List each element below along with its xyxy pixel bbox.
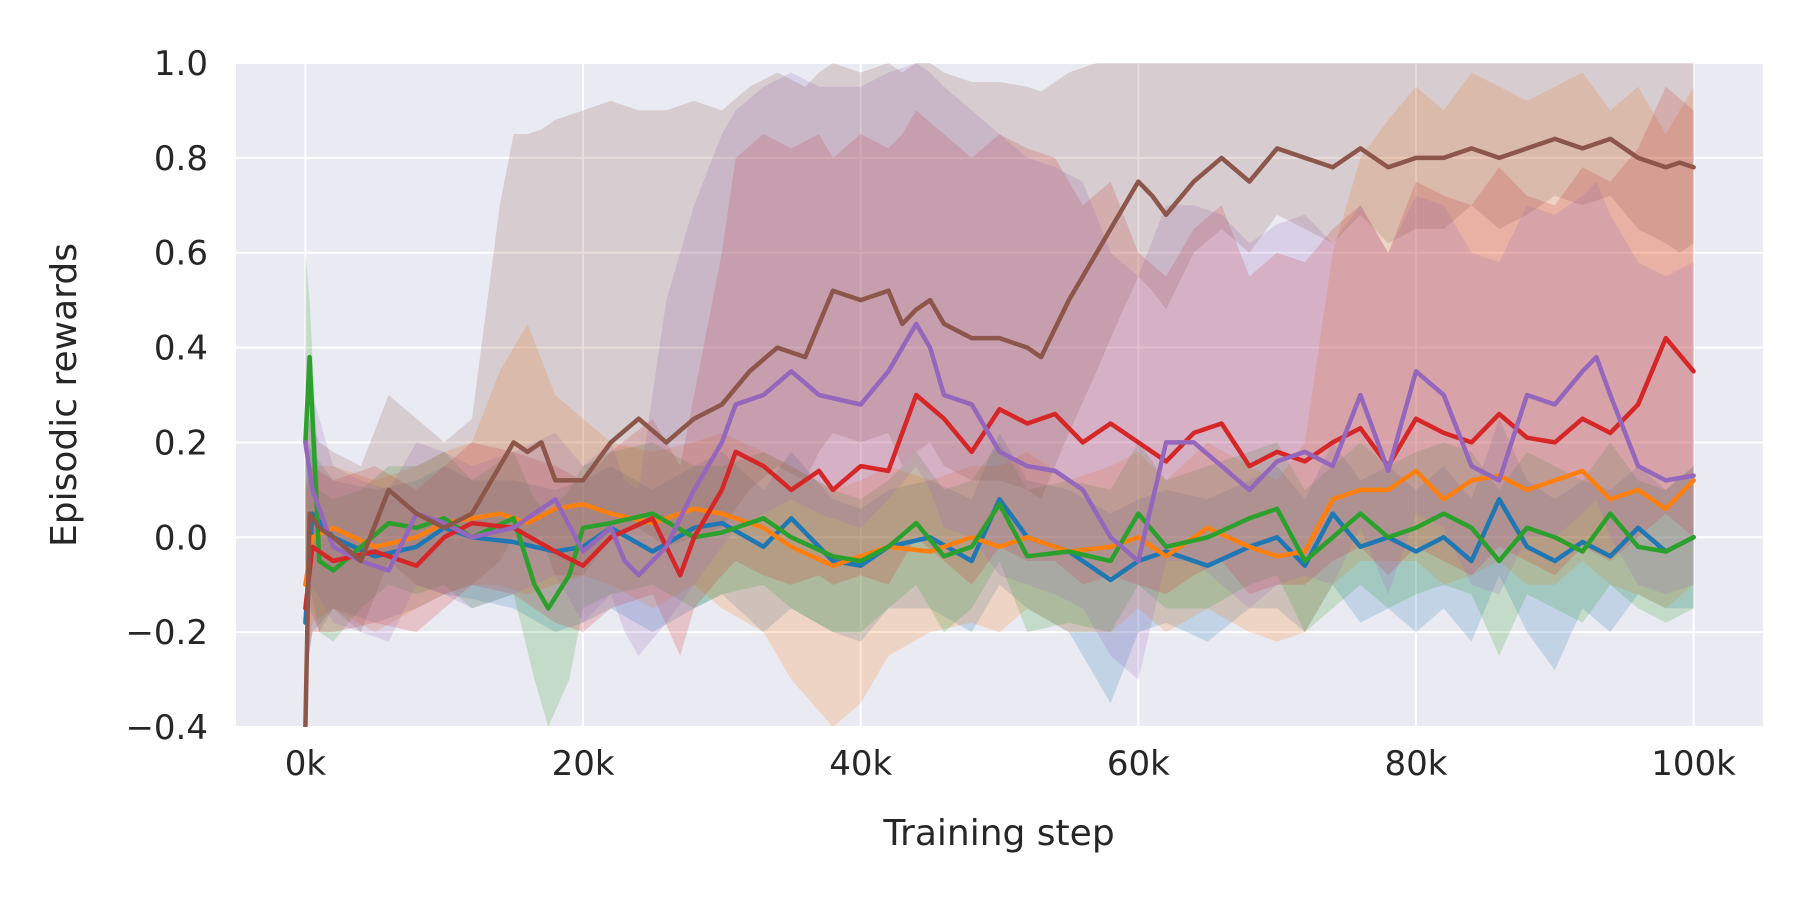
x-tick-label: 60k — [1107, 744, 1170, 784]
y-tick-label: 0.2 — [154, 423, 208, 463]
y-tick-label: −0.4 — [125, 708, 208, 748]
plot-background — [236, 63, 1763, 727]
x-tick-labels: 0k 20k 40k 60k 80k 100k — [285, 744, 1736, 784]
band-brown — [305, 63, 1694, 727]
series-line-brown — [303, 136, 1696, 727]
band-green — [305, 252, 1694, 727]
x-axis-title: Training step — [882, 813, 1114, 854]
x-tick-label: 20k — [552, 744, 615, 784]
band-blue — [305, 418, 1694, 704]
y-tick-label: 0.8 — [154, 139, 208, 179]
x-tick-label: 80k — [1384, 744, 1447, 784]
x-tick-label: 100k — [1651, 744, 1736, 784]
y-axis-title: Episodic rewards — [44, 243, 85, 547]
y-tick-label: −0.2 — [125, 613, 208, 653]
x-tick-label: 0k — [285, 744, 327, 784]
y-tick-labels: −0.4 −0.2 0.0 0.2 0.4 0.6 0.8 1.0 — [125, 44, 208, 748]
series-line-purple — [303, 321, 1696, 578]
plot-area — [303, 63, 1696, 727]
y-tick-label: 0.0 — [154, 518, 208, 558]
y-tick-label: 0.4 — [154, 329, 208, 369]
y-tick-label: 0.6 — [154, 234, 208, 274]
x-tick-label: 40k — [829, 744, 892, 784]
y-tick-label: 1.0 — [154, 44, 208, 84]
